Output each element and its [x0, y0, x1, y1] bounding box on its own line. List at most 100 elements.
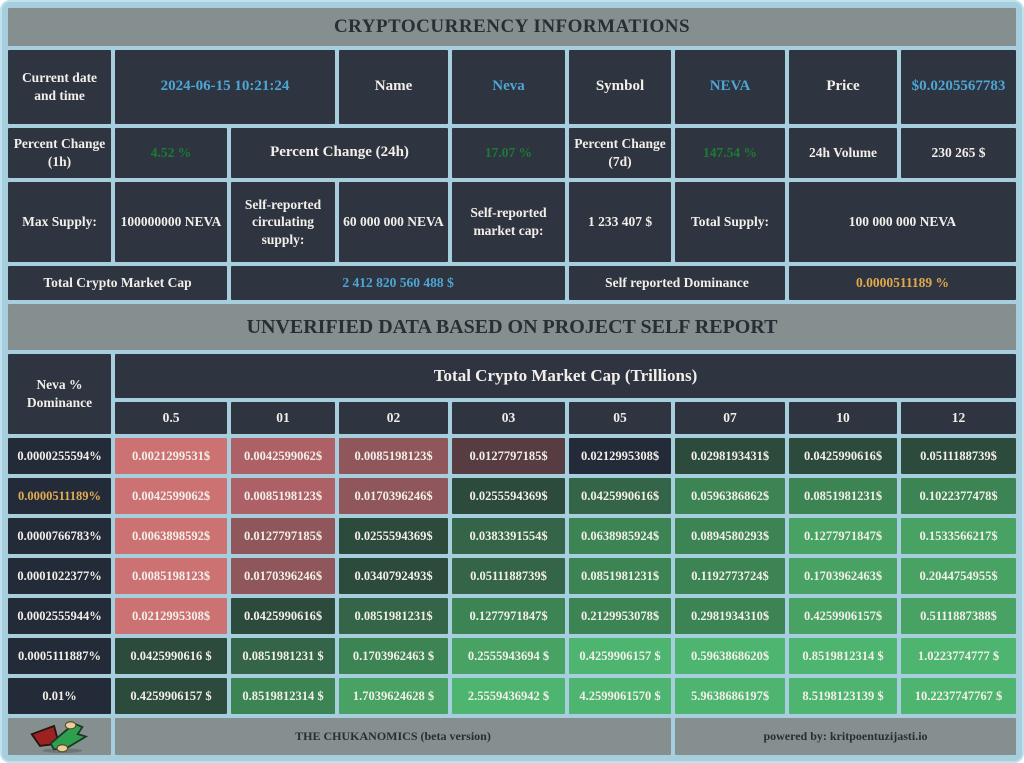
col-header-01: 01: [231, 402, 335, 434]
self-dominance-label: Self reported Dominance: [569, 266, 785, 300]
percent-change-7d-label: Percent Change (7d): [569, 128, 671, 178]
matrix-cell: 0.0212995308$: [115, 598, 227, 634]
dominance-cell: 0.0002555944%: [8, 598, 111, 634]
col-header-12: 12: [901, 402, 1016, 434]
dominance-cell-current: 0.0000511189%: [8, 478, 111, 514]
matrix-cell: 5.9638686197$: [675, 678, 785, 714]
dominance-column-header: Neva % Dominance: [8, 354, 111, 434]
matrix-cell: 4.2599061570 $: [569, 678, 671, 714]
self-market-cap-value: 1 233 407 $: [569, 182, 671, 262]
self-market-cap-label: Self-reported market cap:: [452, 182, 565, 262]
matrix-cell: 0.0425990616$: [569, 478, 671, 514]
rooster-icon: [29, 721, 88, 753]
matrix-cell: 0.0596386862$: [675, 478, 785, 514]
self-dominance-value: 0.0000511189 %: [789, 266, 1016, 300]
matrix-cell: 0.0170396246$: [231, 558, 335, 594]
percent-change-1h-label: Percent Change (1h): [8, 128, 111, 178]
matrix-cell: 0.0255594369$: [339, 518, 448, 554]
matrix-cell: 2.5559436942 $: [452, 678, 565, 714]
chukanomics-logo: [8, 718, 111, 755]
matrix-cell: 0.0085198123$: [339, 438, 448, 474]
matrix-cell: 0.1533566217$: [901, 518, 1016, 554]
price-value: $0.0205567783: [901, 50, 1016, 124]
dominance-cell: 0.01%: [8, 678, 111, 714]
matrix-cell: 0.0085198123$: [115, 558, 227, 594]
matrix-cell: 0.0127797185$: [231, 518, 335, 554]
col-header-0-5: 0.5: [115, 402, 227, 434]
matrix-cell: 0.0383391554$: [452, 518, 565, 554]
matrix-cell: 0.1192773724$: [675, 558, 785, 594]
matrix-cell: 0.0851981231$: [789, 478, 897, 514]
powered-by-footer: powered by: kritpoentuzijasti.io: [675, 718, 1016, 755]
matrix-cell: 0.0894580293$: [675, 518, 785, 554]
col-header-05: 05: [569, 402, 671, 434]
percent-change-1h-value: 4.52 %: [115, 128, 227, 178]
col-header-03: 03: [452, 402, 565, 434]
matrix-cell: 0.0340792493$: [339, 558, 448, 594]
name-value: Neva: [452, 50, 565, 124]
volume-label: 24h Volume: [789, 128, 897, 178]
total-crypto-mcap-label: Total Crypto Market Cap: [8, 266, 227, 300]
matrix-cell: 0.8519812314 $: [231, 678, 335, 714]
matrix-cell: 0.1703962463$: [789, 558, 897, 594]
total-crypto-mcap-value: 2 412 820 560 488 $: [231, 266, 565, 300]
matrix-cell: 0.1703962463 $: [339, 638, 448, 674]
matrix-cell: 0.4259906157$: [789, 598, 897, 634]
matrix-cell: 0.0255594369$: [452, 478, 565, 514]
percent-change-24h-value: 17.07 %: [452, 128, 565, 178]
percent-change-7d-value: 147.54 %: [675, 128, 785, 178]
percent-change-24h-label: Percent Change (24h): [231, 128, 448, 178]
total-supply-label: Total Supply:: [675, 182, 785, 262]
matrix-cell: 0.1277971847$: [789, 518, 897, 554]
matrix-cell: 0.0127797185$: [452, 438, 565, 474]
dominance-cell: 0.0005111887%: [8, 638, 111, 674]
matrix-cell: 8.5198123139 $: [789, 678, 897, 714]
matrix-cell: 0.0170396246$: [339, 478, 448, 514]
col-header-02: 02: [339, 402, 448, 434]
matrix-cell: 10.2237747767 $: [901, 678, 1016, 714]
matrix-cell: 0.0851981231$: [569, 558, 671, 594]
matrix-cell: 0.0425990616 $: [115, 638, 227, 674]
matrix-cell: 0.2981934310$: [675, 598, 785, 634]
circulating-supply-value: 60 000 000 NEVA: [339, 182, 448, 262]
name-label: Name: [339, 50, 448, 124]
price-label: Price: [789, 50, 897, 124]
symbol-value: NEVA: [675, 50, 785, 124]
date-label: Current date and time: [8, 50, 111, 124]
matrix-cell: 0.0511188739$: [452, 558, 565, 594]
matrix-cell: 0.1277971847$: [452, 598, 565, 634]
matrix-cell: 0.4259906157 $: [115, 678, 227, 714]
brand-footer: THE CHUKANOMICS (beta version): [115, 718, 671, 755]
volume-value: 230 265 $: [901, 128, 1016, 178]
total-supply-value: 100 000 000 NEVA: [789, 182, 1016, 262]
dominance-cell: 0.0000255594%: [8, 438, 111, 474]
max-supply-label: Max Supply:: [8, 182, 111, 262]
matrix-cell: 0.4259906157 $: [569, 638, 671, 674]
max-supply-value: 100000000 NEVA: [115, 182, 227, 262]
dominance-cell: 0.0001022377%: [8, 558, 111, 594]
matrix-cell: 0.2044754955$: [901, 558, 1016, 594]
circulating-supply-label: Self-reported circulating supply:: [231, 182, 335, 262]
matrix-cell: 0.0042599062$: [115, 478, 227, 514]
matrix-cell: 0.2555943694 $: [452, 638, 565, 674]
matrix-cell: 0.0425990616$: [789, 438, 897, 474]
matrix-cell: 0.5111887388$: [901, 598, 1016, 634]
matrix-cell: 0.0851981231$: [339, 598, 448, 634]
matrix-cell: 0.1022377478$: [901, 478, 1016, 514]
dominance-cell: 0.0000766783%: [8, 518, 111, 554]
matrix-cell: 0.0298193431$: [675, 438, 785, 474]
col-header-10: 10: [789, 402, 897, 434]
matrix-cell: 0.0063898592$: [115, 518, 227, 554]
matrix-cell: 0.0638985924$: [569, 518, 671, 554]
matrix-cell: 0.2129953078$: [569, 598, 671, 634]
matrix-cell: 0.5963868620$: [675, 638, 785, 674]
matrix-cell: 0.0851981231 $: [231, 638, 335, 674]
page-title: CRYPTOCURRENCY INFORMATIONS: [8, 8, 1016, 46]
matrix-cell: 1.7039624628 $: [339, 678, 448, 714]
matrix-cell: 0.0085198123$: [231, 478, 335, 514]
mcap-trillions-header: Total Crypto Market Cap (Trillions): [115, 354, 1016, 398]
matrix-cell: 0.0212995308$: [569, 438, 671, 474]
matrix-cell: 1.0223774777 $: [901, 638, 1016, 674]
col-header-07: 07: [675, 402, 785, 434]
